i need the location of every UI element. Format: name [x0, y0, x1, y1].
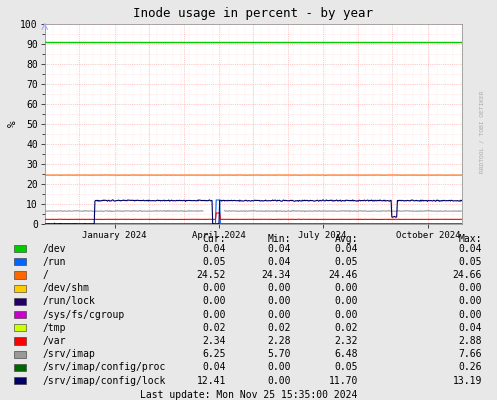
Text: Max:: Max: [459, 234, 482, 244]
Text: 0.00: 0.00 [334, 283, 358, 293]
Text: 24.66: 24.66 [453, 270, 482, 280]
Text: /: / [42, 270, 48, 280]
Text: /var: /var [42, 336, 66, 346]
Text: 0.05: 0.05 [334, 257, 358, 267]
Text: 0.00: 0.00 [267, 362, 291, 372]
Y-axis label: %: % [7, 121, 17, 127]
Text: 0.00: 0.00 [267, 296, 291, 306]
Text: 0.02: 0.02 [267, 323, 291, 333]
Text: 24.52: 24.52 [197, 270, 226, 280]
Text: 0.26: 0.26 [459, 362, 482, 372]
Text: 0.00: 0.00 [267, 376, 291, 386]
Text: /sys/fs/cgroup: /sys/fs/cgroup [42, 310, 124, 320]
Text: 24.34: 24.34 [261, 270, 291, 280]
Text: 0.04: 0.04 [203, 244, 226, 254]
Text: Last update: Mon Nov 25 15:35:00 2024: Last update: Mon Nov 25 15:35:00 2024 [140, 390, 357, 400]
Text: 2.34: 2.34 [203, 336, 226, 346]
Text: 0.05: 0.05 [459, 257, 482, 267]
Text: 0.04: 0.04 [267, 244, 291, 254]
Text: 0.04: 0.04 [459, 323, 482, 333]
Text: 0.00: 0.00 [267, 310, 291, 320]
Text: 0.04: 0.04 [459, 244, 482, 254]
Text: 0.00: 0.00 [267, 283, 291, 293]
Text: /srv/imap: /srv/imap [42, 349, 95, 359]
Text: /run/lock: /run/lock [42, 296, 95, 306]
Text: 13.19: 13.19 [453, 376, 482, 386]
Text: 6.48: 6.48 [334, 349, 358, 359]
Text: /dev: /dev [42, 244, 66, 254]
Text: RRDTOOL / TOBI OETIKER: RRDTOOL / TOBI OETIKER [480, 91, 485, 173]
Text: 0.00: 0.00 [203, 296, 226, 306]
Text: 5.70: 5.70 [267, 349, 291, 359]
Text: 7.66: 7.66 [459, 349, 482, 359]
Text: 0.04: 0.04 [267, 257, 291, 267]
Text: 0.00: 0.00 [203, 283, 226, 293]
Text: 11.70: 11.70 [329, 376, 358, 386]
Text: 0.05: 0.05 [203, 257, 226, 267]
Text: 0.02: 0.02 [334, 323, 358, 333]
Text: /srv/imap/config/proc: /srv/imap/config/proc [42, 362, 166, 372]
Text: /srv/imap/config/lock: /srv/imap/config/lock [42, 376, 166, 386]
Text: 0.04: 0.04 [203, 362, 226, 372]
Text: 12.41: 12.41 [197, 376, 226, 386]
Text: 0.05: 0.05 [334, 362, 358, 372]
Text: 0.00: 0.00 [459, 283, 482, 293]
Text: 2.28: 2.28 [267, 336, 291, 346]
Text: 0.00: 0.00 [334, 310, 358, 320]
Text: 2.88: 2.88 [459, 336, 482, 346]
Text: 24.46: 24.46 [329, 270, 358, 280]
Text: 0.02: 0.02 [203, 323, 226, 333]
Text: 2.32: 2.32 [334, 336, 358, 346]
Text: 0.00: 0.00 [459, 310, 482, 320]
Text: /run: /run [42, 257, 66, 267]
Text: 0.00: 0.00 [203, 310, 226, 320]
Text: Avg:: Avg: [334, 234, 358, 244]
Text: /tmp: /tmp [42, 323, 66, 333]
Text: 0.04: 0.04 [334, 244, 358, 254]
Text: Cur:: Cur: [203, 234, 226, 244]
Text: 6.25: 6.25 [203, 349, 226, 359]
Text: 0.00: 0.00 [459, 296, 482, 306]
Text: /dev/shm: /dev/shm [42, 283, 89, 293]
Text: Min:: Min: [267, 234, 291, 244]
Text: 0.00: 0.00 [334, 296, 358, 306]
Title: Inode usage in percent - by year: Inode usage in percent - by year [134, 7, 373, 20]
